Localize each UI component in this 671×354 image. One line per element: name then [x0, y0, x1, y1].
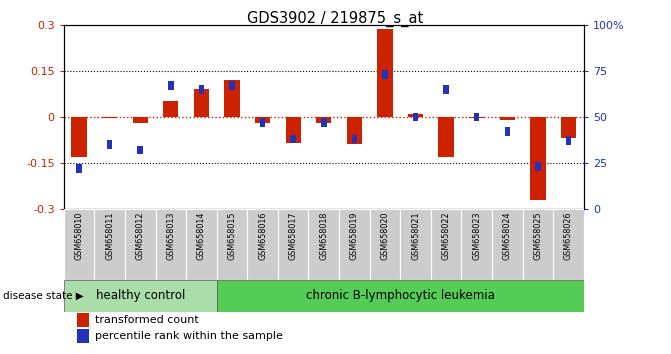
Text: healthy control: healthy control — [95, 289, 185, 302]
Text: GSM658017: GSM658017 — [289, 212, 298, 260]
Text: disease state ▶: disease state ▶ — [3, 291, 84, 301]
FancyBboxPatch shape — [186, 209, 217, 280]
Text: GSM658021: GSM658021 — [411, 212, 420, 260]
Text: GSM658010: GSM658010 — [74, 212, 84, 260]
Text: GSM658019: GSM658019 — [350, 212, 359, 260]
FancyBboxPatch shape — [125, 209, 156, 280]
Bar — [107, 140, 112, 149]
Text: GSM658015: GSM658015 — [227, 212, 236, 260]
Bar — [138, 145, 143, 154]
Text: GSM658024: GSM658024 — [503, 212, 512, 260]
FancyBboxPatch shape — [370, 209, 400, 280]
FancyBboxPatch shape — [309, 209, 339, 280]
FancyBboxPatch shape — [431, 209, 462, 280]
FancyBboxPatch shape — [217, 280, 584, 312]
Bar — [321, 118, 327, 127]
FancyBboxPatch shape — [95, 209, 125, 280]
FancyBboxPatch shape — [462, 209, 492, 280]
Text: GSM658016: GSM658016 — [258, 212, 267, 260]
Text: GSM658026: GSM658026 — [564, 212, 573, 260]
Text: GSM658022: GSM658022 — [442, 212, 451, 260]
Bar — [413, 113, 418, 121]
Bar — [255, 117, 270, 123]
Bar — [229, 81, 235, 90]
FancyBboxPatch shape — [217, 209, 248, 280]
FancyBboxPatch shape — [492, 209, 523, 280]
Bar — [500, 117, 515, 120]
Bar — [444, 85, 449, 93]
Bar — [347, 117, 362, 144]
Bar — [377, 29, 393, 117]
Text: percentile rank within the sample: percentile rank within the sample — [95, 331, 282, 341]
FancyBboxPatch shape — [278, 209, 309, 280]
Bar — [474, 113, 480, 121]
FancyBboxPatch shape — [339, 209, 370, 280]
Text: GSM658011: GSM658011 — [105, 212, 114, 260]
Bar — [168, 81, 174, 90]
Bar — [535, 162, 541, 171]
Bar — [133, 117, 148, 123]
Text: GSM658013: GSM658013 — [166, 212, 175, 260]
Text: GSM658012: GSM658012 — [136, 212, 145, 260]
Text: GSM658020: GSM658020 — [380, 212, 389, 260]
FancyBboxPatch shape — [248, 209, 278, 280]
Text: GSM658014: GSM658014 — [197, 212, 206, 260]
Bar — [382, 70, 388, 79]
Bar — [194, 89, 209, 117]
FancyBboxPatch shape — [400, 209, 431, 280]
FancyBboxPatch shape — [553, 209, 584, 280]
Bar — [530, 117, 546, 200]
Bar — [505, 127, 510, 136]
Bar — [224, 80, 240, 117]
Text: GSM658023: GSM658023 — [472, 212, 481, 260]
Bar — [566, 136, 571, 145]
Text: chronic B-lymphocytic leukemia: chronic B-lymphocytic leukemia — [306, 289, 495, 302]
Bar — [408, 114, 423, 117]
FancyBboxPatch shape — [64, 280, 217, 312]
Bar — [76, 164, 82, 173]
Bar — [469, 117, 484, 118]
Bar — [438, 117, 454, 157]
Bar — [286, 117, 301, 143]
Bar — [199, 85, 204, 93]
Text: transformed count: transformed count — [95, 315, 199, 325]
Bar — [561, 117, 576, 138]
Bar — [163, 102, 178, 117]
Bar — [102, 117, 117, 118]
FancyBboxPatch shape — [156, 209, 186, 280]
Bar — [352, 135, 357, 143]
Bar — [71, 117, 87, 157]
Text: GSM658018: GSM658018 — [319, 212, 328, 260]
Text: GDS3902 / 219875_s_at: GDS3902 / 219875_s_at — [248, 11, 423, 27]
FancyBboxPatch shape — [523, 209, 553, 280]
Bar — [260, 118, 265, 127]
Text: GSM658025: GSM658025 — [533, 212, 542, 260]
Bar — [316, 117, 331, 123]
FancyBboxPatch shape — [64, 209, 95, 280]
Bar — [291, 135, 296, 143]
